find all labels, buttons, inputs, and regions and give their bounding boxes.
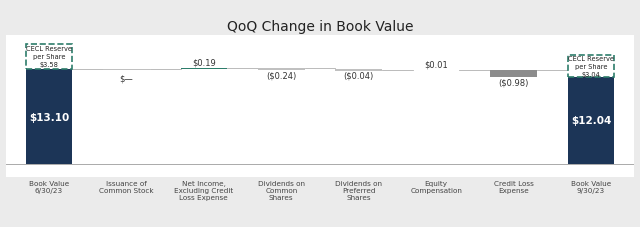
- Bar: [568, 78, 614, 164]
- Text: $13.10: $13.10: [29, 112, 69, 122]
- Bar: [103, 69, 150, 71]
- Text: CECL Reserve
per Share
$3.04: CECL Reserve per Share $3.04: [568, 56, 614, 78]
- Text: $—: $—: [120, 74, 133, 83]
- Bar: [26, 44, 72, 70]
- Text: ($0.04): ($0.04): [344, 72, 374, 80]
- Text: ($0.98): ($0.98): [499, 78, 529, 87]
- Bar: [490, 71, 537, 78]
- Title: QoQ Change in Book Value: QoQ Change in Book Value: [227, 20, 413, 34]
- Text: $0.19: $0.19: [192, 59, 216, 68]
- Bar: [258, 69, 305, 70]
- Bar: [180, 69, 227, 70]
- Bar: [568, 56, 614, 78]
- Text: $0.01: $0.01: [424, 61, 448, 69]
- Text: $12.04: $12.04: [571, 116, 611, 126]
- Bar: [26, 70, 72, 164]
- Bar: [335, 70, 382, 71]
- Text: CECL Reserve
per Share
$3.58: CECL Reserve per Share $3.58: [26, 46, 72, 68]
- Text: ($0.24): ($0.24): [266, 71, 296, 80]
